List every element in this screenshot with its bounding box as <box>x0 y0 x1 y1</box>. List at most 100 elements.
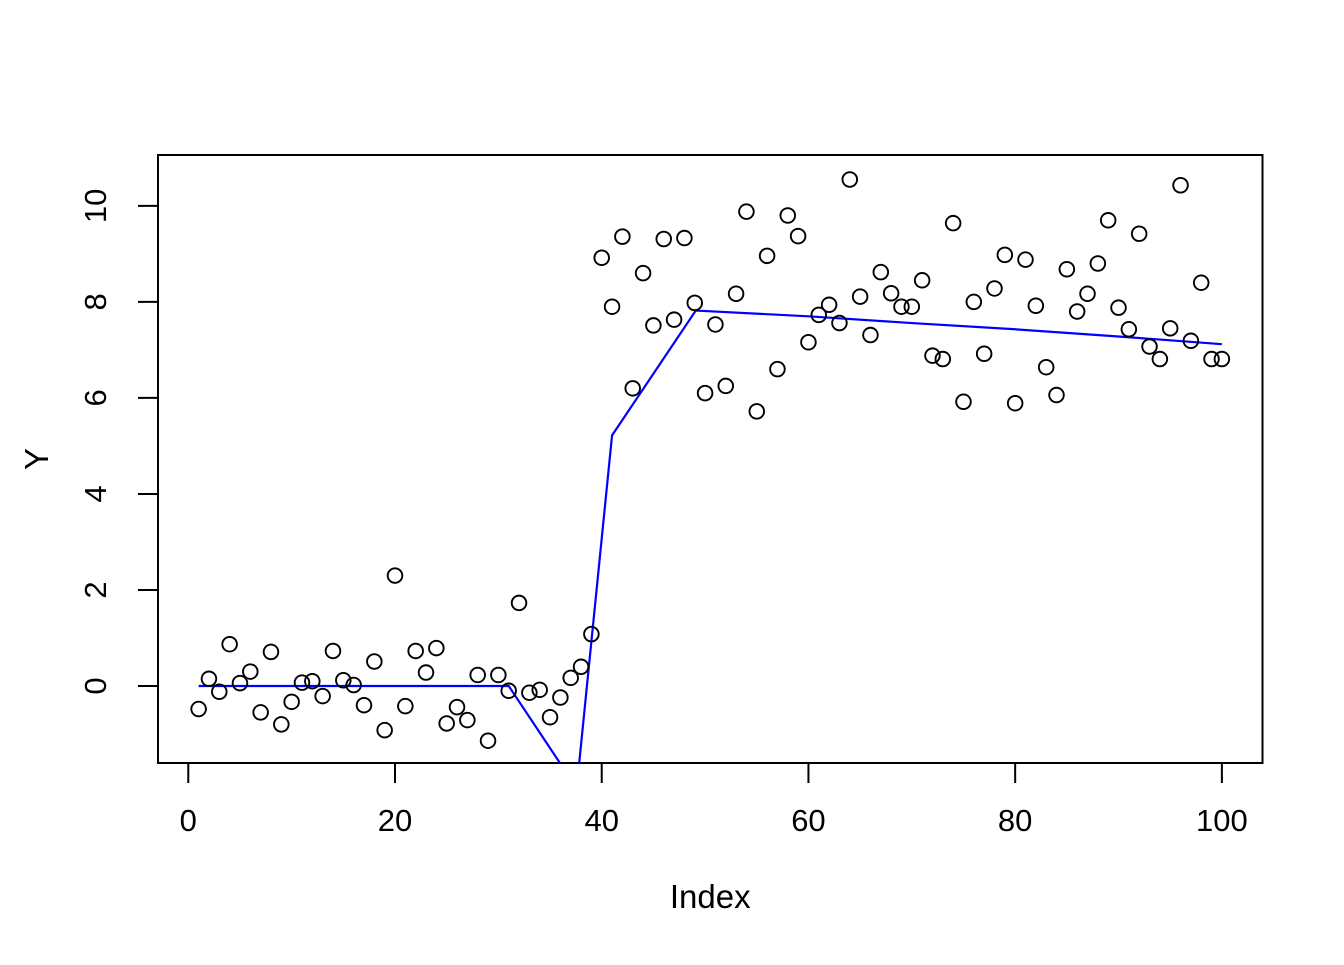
data-point <box>614 228 631 245</box>
data-point <box>593 249 610 266</box>
data-point <box>955 393 972 411</box>
y-tick-label: 8 <box>78 293 113 310</box>
data-point <box>448 698 466 716</box>
data-point <box>913 272 931 289</box>
data-point <box>893 298 910 315</box>
data-point <box>572 658 590 676</box>
data-point <box>1192 274 1210 291</box>
data-point <box>1120 321 1138 338</box>
data-point <box>738 203 755 220</box>
data-point <box>500 682 517 700</box>
data-point <box>758 247 776 265</box>
data-point <box>1182 332 1200 350</box>
data-point <box>293 674 311 691</box>
data-point <box>583 625 600 643</box>
data-point <box>841 171 859 188</box>
data-point <box>1099 212 1117 229</box>
data-point <box>624 380 641 397</box>
data-point <box>831 314 848 332</box>
data-point <box>510 594 528 612</box>
data-point <box>665 311 683 328</box>
y-tick-label: 0 <box>78 677 113 694</box>
data-point <box>769 360 786 378</box>
data-point <box>996 246 1014 264</box>
data-point <box>1172 176 1189 194</box>
data-point <box>521 684 538 701</box>
data-point <box>800 333 817 351</box>
y-tick-label: 10 <box>78 189 113 223</box>
data-point <box>944 214 962 232</box>
data-point <box>262 643 280 661</box>
x-tick-label: 0 <box>180 803 197 838</box>
data-point <box>469 666 486 684</box>
data-point <box>779 207 797 224</box>
data-point <box>717 377 735 395</box>
data-point <box>355 696 373 714</box>
data-point <box>345 676 362 694</box>
x-tick-label: 100 <box>1196 803 1248 838</box>
data-point <box>965 293 983 311</box>
data-point <box>428 639 445 657</box>
data-point <box>1203 350 1220 368</box>
data-point <box>810 306 828 324</box>
data-point <box>634 264 652 282</box>
data-point <box>252 704 269 721</box>
data-point <box>1089 255 1107 272</box>
data-point <box>190 700 207 718</box>
data-point <box>304 672 321 690</box>
data-point <box>820 296 838 314</box>
y-tick-label: 4 <box>78 485 113 502</box>
fit-line <box>198 309 1222 763</box>
x-tick-label: 40 <box>584 803 618 838</box>
data-point <box>975 345 993 363</box>
data-point <box>1141 338 1158 355</box>
data-point <box>1048 386 1065 404</box>
data-point <box>335 671 352 689</box>
data-point <box>862 326 879 344</box>
data-point <box>1017 251 1034 268</box>
data-point <box>707 316 724 333</box>
data-point <box>789 227 807 245</box>
data-point <box>1151 350 1169 368</box>
data-point <box>200 670 218 688</box>
x-tick-label: 60 <box>791 803 825 838</box>
data-point <box>283 693 300 711</box>
y-axis-title: Y <box>18 448 55 470</box>
data-point <box>655 230 672 248</box>
x-axis-title: Index <box>670 878 751 915</box>
y-tick-label: 6 <box>78 389 113 406</box>
data-point <box>934 350 952 368</box>
data-point <box>986 280 1003 297</box>
data-point <box>366 653 383 670</box>
data-point <box>552 689 569 706</box>
data-point <box>562 669 579 687</box>
data-point <box>397 697 414 715</box>
data-point <box>417 664 435 681</box>
y-tick-label: 2 <box>78 581 113 598</box>
data-point <box>851 288 869 305</box>
x-tick-label: 20 <box>378 803 412 838</box>
data-point <box>1079 285 1096 302</box>
data-point <box>386 567 404 584</box>
data-point <box>376 721 393 739</box>
data-point <box>924 347 941 364</box>
data-point <box>676 229 693 247</box>
data-point <box>686 294 703 312</box>
data-point <box>1037 358 1055 376</box>
data-point <box>490 666 507 684</box>
data-point <box>1110 299 1127 316</box>
data-point <box>242 663 259 680</box>
data-point <box>324 642 342 660</box>
data-point <box>314 687 331 705</box>
data-point <box>211 683 228 701</box>
data-point <box>231 674 249 692</box>
data-point <box>407 642 424 660</box>
data-point <box>479 732 497 749</box>
data-point <box>1161 320 1179 337</box>
data-point <box>273 716 290 733</box>
data-point <box>438 715 455 732</box>
data-point <box>1130 225 1148 242</box>
data-point <box>459 711 476 729</box>
